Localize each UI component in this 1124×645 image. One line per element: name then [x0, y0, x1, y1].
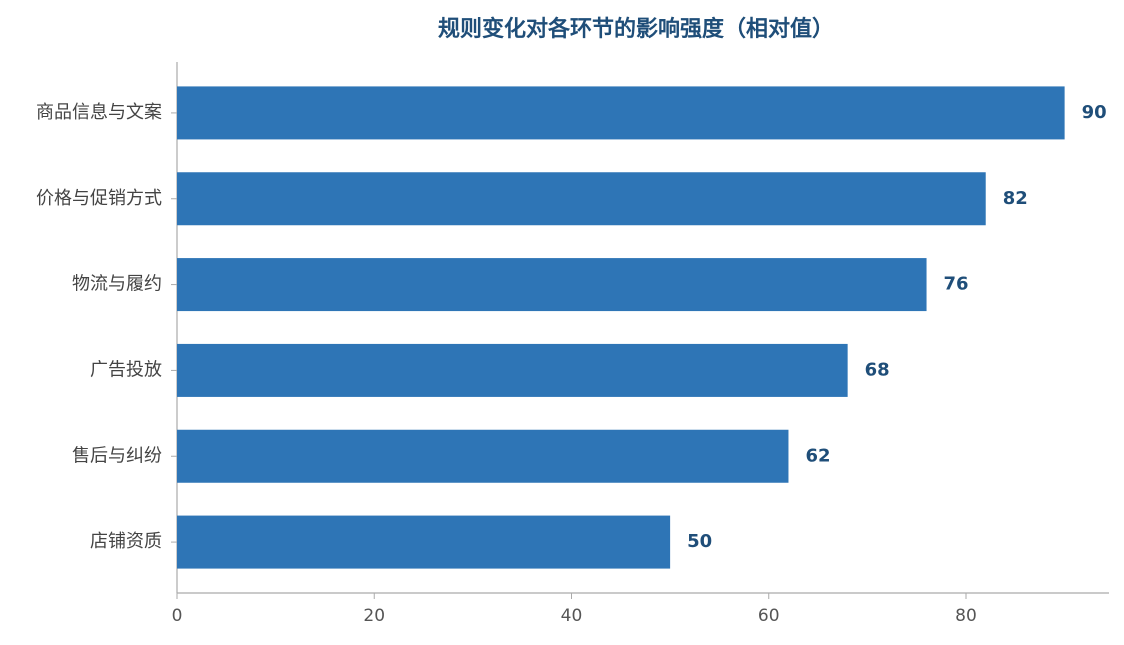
y-tick-label: 价格与促销方式 — [36, 188, 162, 209]
chart-title: 规则变化对各环节的影响强度（相对值） — [438, 16, 834, 42]
bar — [177, 515, 671, 569]
bar — [177, 343, 848, 397]
value-label: 68 — [865, 359, 890, 380]
y-tick-label: 售后与纠纷 — [72, 445, 162, 466]
x-tick-label: 60 — [758, 606, 780, 626]
value-label: 50 — [687, 531, 712, 552]
x-tick-label: 0 — [172, 606, 183, 626]
x-tick-label: 40 — [561, 606, 583, 626]
value-label: 62 — [805, 445, 830, 466]
value-label: 76 — [944, 274, 969, 295]
bar — [177, 258, 927, 312]
bar — [177, 172, 986, 226]
y-tick-label: 店铺资质 — [90, 531, 162, 552]
y-tick-label: 商品信息与文案 — [36, 102, 162, 123]
x-tick-label: 80 — [955, 606, 977, 626]
y-tick-label: 广告投放 — [90, 359, 162, 380]
bar — [177, 86, 1065, 140]
y-tick-label: 物流与履约 — [72, 274, 162, 295]
bar — [177, 429, 789, 483]
x-tick-label: 20 — [363, 606, 385, 626]
value-label: 90 — [1082, 102, 1107, 123]
value-label: 82 — [1003, 188, 1028, 209]
